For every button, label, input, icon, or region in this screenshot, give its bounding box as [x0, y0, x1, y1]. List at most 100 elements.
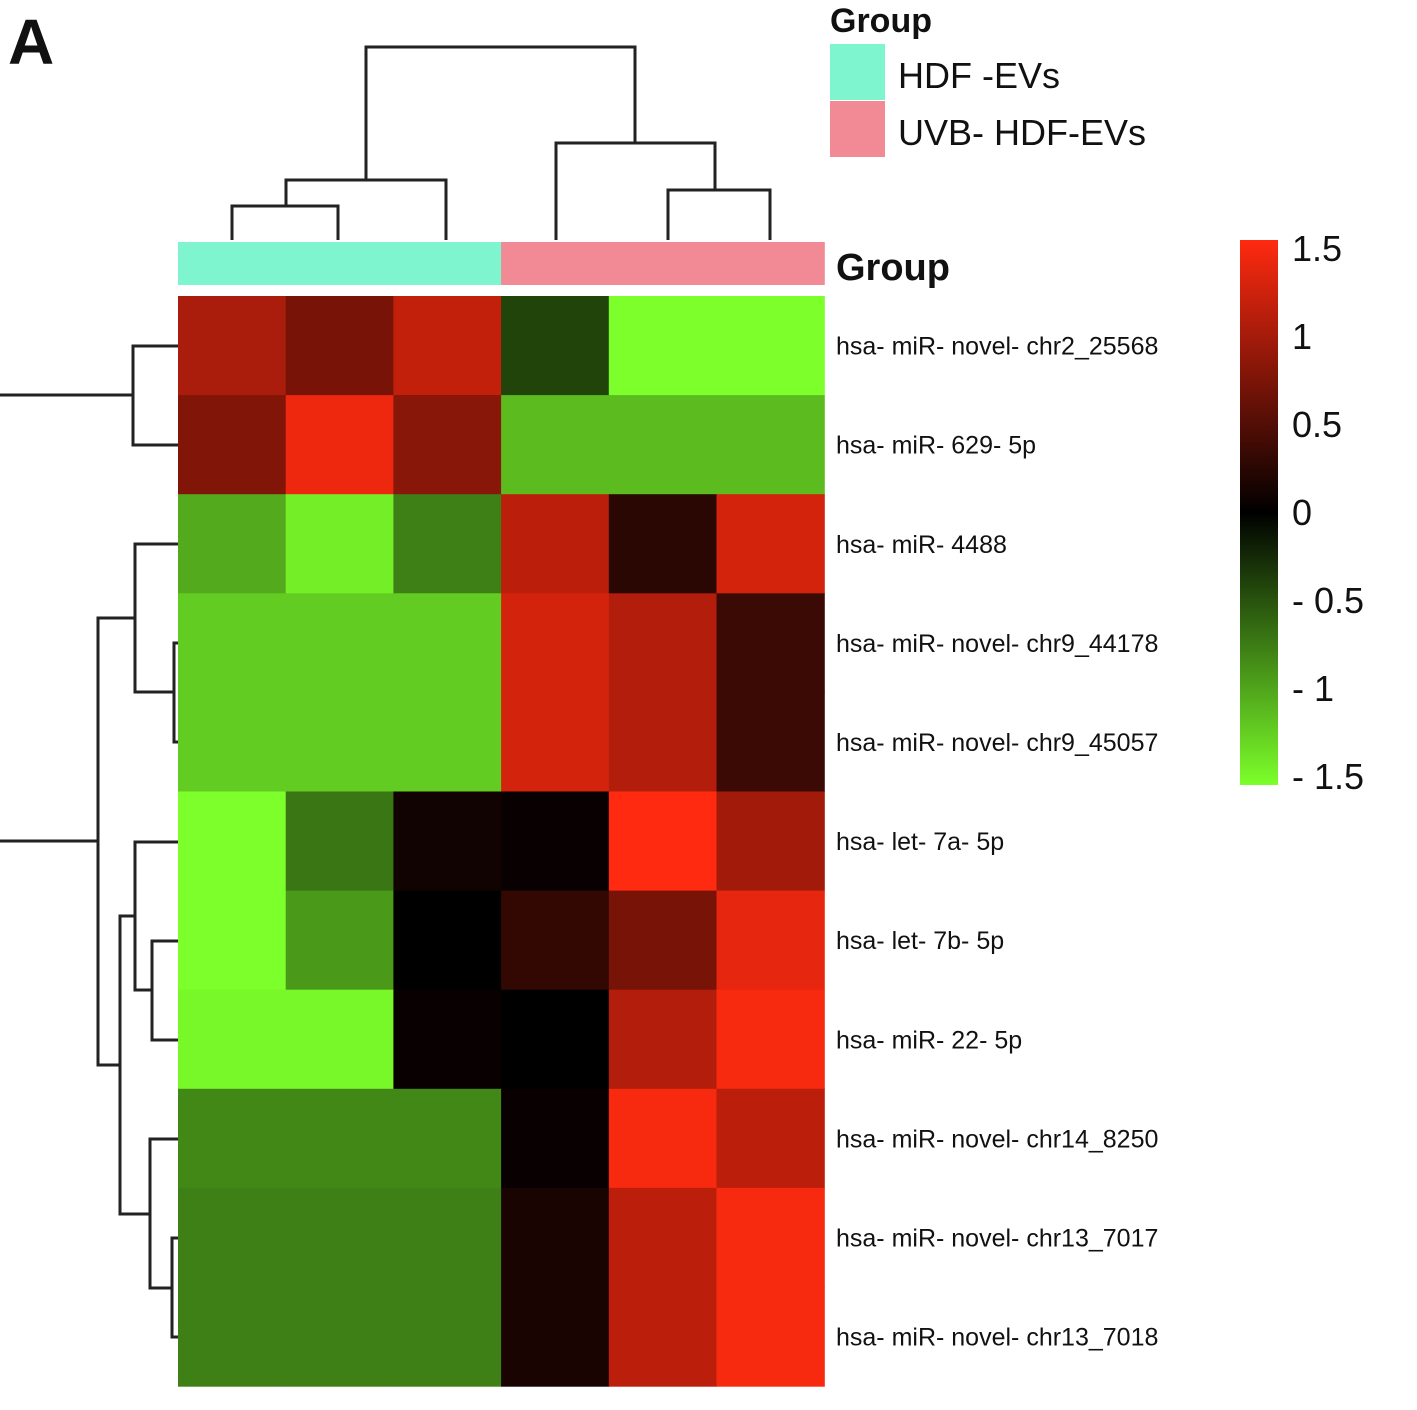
heatmap-cell: [501, 1187, 610, 1288]
colorbar-tick-label: - 1: [1292, 668, 1334, 709]
heatmap-cell: [716, 1187, 825, 1288]
heatmap-cell: [178, 791, 287, 892]
heatmap-cell: [393, 692, 502, 793]
heatmap-cell: [608, 593, 718, 693]
heatmap-cell: [716, 296, 825, 396]
heatmap-cell: [608, 494, 718, 594]
heatmap-cell: [501, 1287, 610, 1387]
heatmap-cell: [716, 494, 825, 594]
row-label: hsa- miR- novel- chr9_45057: [836, 729, 1158, 757]
heatmap-cell: [608, 1287, 718, 1387]
group-bar-cell: [501, 242, 610, 285]
row-label: hsa- miR- novel- chr13_7018: [836, 1324, 1158, 1352]
heatmap-cell: [178, 296, 287, 396]
heatmap-cell: [608, 791, 718, 892]
colorbar-tick-label: - 0.5: [1292, 580, 1364, 621]
row-labels: hsa- miR- novel- chr2_25568 hsa- miR- 629…: [836, 333, 1158, 1352]
heatmap-cell: [501, 890, 610, 991]
heatmap-cell: [608, 989, 718, 1090]
heatmap-cell: [393, 593, 502, 693]
column-dendrogram: [230, 45, 772, 240]
heatmap-cell: [178, 989, 287, 1090]
heatmap-cell: [178, 692, 287, 793]
heatmap-cell: [285, 1088, 394, 1189]
heatmap-cell: [393, 494, 502, 594]
heatmap-cell: [608, 1187, 718, 1288]
heatmap-cell: [716, 989, 825, 1090]
row-dendrogram: [0, 344, 178, 1339]
row-label: hsa- miR- novel- chr13_7017: [836, 1224, 1158, 1252]
heatmap-cell: [178, 890, 287, 991]
heatmap-cell: [178, 1088, 287, 1189]
heatmap-cell: [716, 791, 825, 892]
heatmap-cell: [501, 989, 610, 1090]
heatmap-cell: [608, 1088, 718, 1189]
heatmap-cell: [393, 989, 502, 1090]
row-label: hsa- miR- 629- 5p: [836, 432, 1036, 460]
heatmap-cell: [501, 395, 610, 495]
heatmap-cell: [716, 1088, 825, 1189]
heatmap-cell: [285, 1287, 394, 1387]
heatmap-cell: [608, 395, 718, 495]
heatmap-cell: [285, 1187, 394, 1288]
heatmap-cell: [285, 296, 394, 396]
row-label: hsa- miR- novel- chr9_44178: [836, 630, 1158, 658]
row-label: hsa- let- 7b- 5p: [836, 927, 1004, 955]
heatmap-cell: [178, 593, 287, 693]
heatmap-cell: [501, 296, 610, 396]
heatmap-cell: [501, 692, 610, 793]
legend-swatch-uvb-hdf-evs: [830, 101, 885, 157]
heatmap-cell: [393, 791, 502, 892]
group-bar-cell: [608, 242, 718, 285]
panel-label: A: [8, 6, 54, 78]
heatmap-cell: [393, 1287, 502, 1387]
heatmap-cell: [608, 692, 718, 793]
heatmap-cell: [608, 890, 718, 991]
heatmap-cell: [178, 1287, 287, 1387]
heatmap-cell: [285, 890, 394, 991]
heatmap-cells: [178, 296, 825, 1387]
heatmap-cell: [285, 692, 394, 793]
heatmap-cell: [285, 791, 394, 892]
heatmap-cell: [501, 593, 610, 693]
heatmap-cell: [285, 395, 394, 495]
heatmap-cell: [716, 1287, 825, 1387]
legend-label-hdf-evs: HDF -EVs: [898, 55, 1060, 96]
heatmap-cell: [285, 989, 394, 1090]
heatmap-cell: [178, 1187, 287, 1288]
group-bar-label: Group: [836, 247, 950, 289]
heatmap-cell: [285, 593, 394, 693]
heatmap-cell: [716, 593, 825, 693]
heatmap-cell: [716, 890, 825, 991]
colorbar: [1240, 240, 1278, 785]
colorbar-tick-label: 1.5: [1292, 228, 1342, 269]
legend-label-uvb-hdf-evs: UVB- HDF-EVs: [898, 112, 1146, 153]
colorbar-tick-label: 0.5: [1292, 404, 1342, 445]
heatmap-cell: [393, 395, 502, 495]
heatmap-cell: [393, 1187, 502, 1288]
heatmap-cell: [393, 890, 502, 991]
colorbar-ticks: 1.5 1 0.5 0 - 0.5 - 1 - 1.5: [1292, 228, 1364, 797]
group-bar-cell: [285, 242, 394, 285]
group-bar-cell: [393, 242, 502, 285]
row-label: hsa- miR- novel- chr2_25568: [836, 333, 1158, 361]
group-legend: Group HDF -EVs UVB- HDF-EVs: [830, 2, 1146, 157]
group-bar-cell: [716, 242, 825, 285]
heatmap-cell: [608, 296, 718, 396]
heatmap-cell: [716, 395, 825, 495]
row-label: hsa- miR- 4488: [836, 531, 1007, 559]
colorbar-tick-label: - 1.5: [1292, 756, 1364, 797]
row-label: hsa- let- 7a- 5p: [836, 828, 1004, 856]
heatmap-cell: [716, 692, 825, 793]
colorbar-tick-label: 0: [1292, 492, 1312, 533]
group-bar-cell: [178, 242, 287, 285]
legend-swatch-hdf-evs: [830, 44, 885, 100]
colorbar-tick-label: 1: [1292, 316, 1312, 357]
heatmap-cell: [501, 1088, 610, 1189]
heatmap-cell: [178, 395, 287, 495]
heatmap-cell: [285, 494, 394, 594]
row-label: hsa- miR- 22- 5p: [836, 1026, 1022, 1054]
heatmap-cell: [393, 296, 502, 396]
row-label: hsa- miR- novel- chr14_8250: [836, 1125, 1158, 1153]
